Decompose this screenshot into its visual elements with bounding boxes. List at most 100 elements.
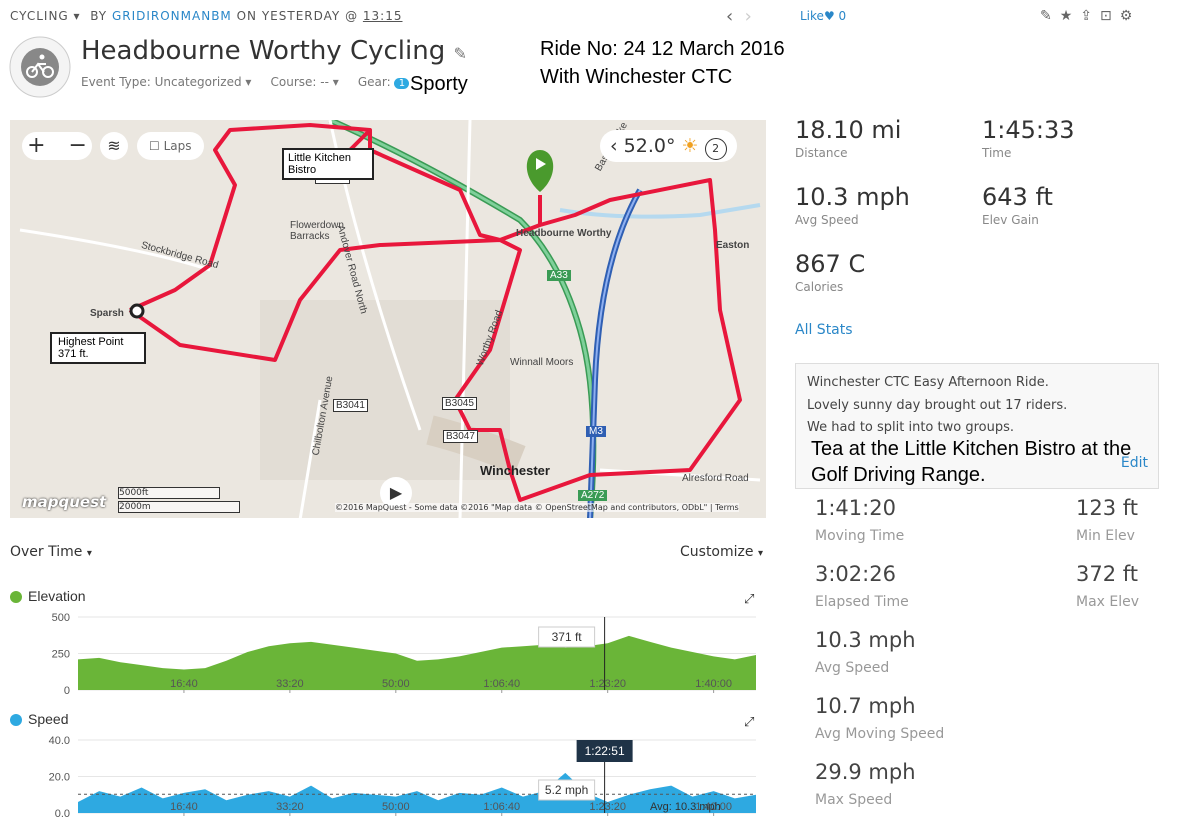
attribution: ©2016 MapQuest - Some data ©2016 "Map da… (335, 503, 739, 512)
summary: 18.10 mi Distance 1:45:33 Time 10.3 mph Avg S… (795, 116, 1165, 316)
map-label: Alresford Road (682, 473, 749, 484)
customize[interactable]: Customize ▾ (680, 544, 763, 560)
annotation: Ride No: 24 12 March 2016 (540, 38, 785, 60)
stat-label: Min Elev (1076, 528, 1135, 544)
charts: Elevation ⤢ 0 250 500 16:40 33:20 50:00 1:06:40 1… (10, 588, 756, 820)
laps-toggle[interactable]: ☐ Laps (137, 132, 204, 160)
user[interactable]: GRIDIRONMANBM (111, 9, 232, 23)
map-label: B3041 (333, 399, 368, 412)
legend-dot (10, 591, 22, 603)
gear[interactable]: Gear: (357, 75, 391, 89)
layers[interactable]: ≋ (100, 132, 128, 160)
toolbar[interactable]: ✎★⇪⊡⚙ (1040, 8, 1141, 24)
stat-value: 1:45:33 (982, 116, 1075, 144)
stat-label: Avg Moving Speed (815, 726, 945, 742)
stat-value: 643 ft (982, 183, 1053, 211)
stat-value: 867 C (795, 250, 866, 278)
all-stats[interactable]: All Stats (795, 322, 853, 338)
x-tick-label: 50:00 (382, 801, 410, 813)
y-tick-label: 500 (52, 612, 70, 624)
edit[interactable]: Edit (1120, 455, 1148, 471)
stat-label: Distance (795, 146, 848, 160)
stat-label: Max Speed (815, 792, 893, 808)
gear-count: 1 (394, 78, 410, 89)
scale: 5000ft (118, 487, 220, 499)
map[interactable]: Headbourne Worthy Winchester Easton Spar… (10, 120, 766, 518)
map-label: B3045 (442, 397, 477, 410)
y-tick-label: 40.0 (49, 735, 70, 747)
chart-title: Speed (28, 711, 68, 727)
wind: 2 (704, 138, 727, 160)
chart-title: Elevation (28, 588, 86, 604)
avatar (9, 36, 71, 98)
map-label: Flowerdown Barracks (290, 220, 344, 242)
y-tick-label: 0.0 (55, 808, 70, 820)
expand: ⤢ (744, 714, 754, 729)
stat-value: 1:41:20 (815, 496, 896, 520)
category[interactable]: CYCLING (10, 9, 69, 23)
description-line: We had to split into two groups. (807, 420, 1014, 435)
x-tick-label: 1:23:20 (589, 801, 626, 813)
map-label: Sparsh (90, 308, 124, 319)
stat-label: Avg Speed (815, 660, 890, 676)
annotation: Sporty (410, 73, 468, 95)
stat-value: 18.10 mi (795, 116, 902, 144)
stat-label: Elapsed Time (815, 594, 909, 610)
x-tick-label: 1:06:40 (483, 801, 520, 813)
map-label: Headbourne Worthy (516, 228, 612, 239)
x-tick-label: 50:00 (382, 678, 410, 690)
map-logo: mapquest (22, 493, 107, 511)
x-tick-label: 1:06:40 (483, 678, 520, 690)
mode-label[interactable]: Over Time (10, 544, 83, 560)
stat-label: Calories (795, 280, 844, 294)
nav-arrows[interactable]: ‹ › (726, 6, 752, 27)
annotation: Tea at the Little Kitchen Bistro at the … (811, 438, 1132, 486)
avg-label: Avg: 10.3 mph (650, 801, 721, 813)
annotation: With Winchester CTC (540, 66, 733, 88)
annotation: Highest Point 371 ft. (50, 332, 146, 364)
map-layer (19, 120, 761, 518)
map-label: A33 (547, 270, 571, 281)
description-line: Winchester CTC Easy Afternoon Ride. (807, 375, 1049, 390)
x-tick-label: 16:40 (170, 801, 198, 813)
course[interactable]: Course: -- (270, 75, 329, 89)
x-tick-label: 1:40:00 (695, 801, 732, 813)
x-tick-label: 33:20 (276, 801, 304, 813)
cursor-label: 1:22:51 (585, 744, 625, 758)
stat-value: 10.3 mph (815, 628, 916, 652)
legend-dot (10, 714, 22, 726)
header-meta: CYCLING ▾ BY GRIDIRONMANBM ON YESTERDAY … (10, 9, 403, 23)
stat-value: 10.3 mph (795, 183, 910, 211)
x-tick-label: 16:40 (170, 678, 198, 690)
like[interactable]: Like♥ 0 (800, 9, 847, 23)
x-tick-label: 1:40:00 (695, 678, 732, 690)
description-line: Lovely sunny day brought out 17 riders. (807, 397, 1068, 413)
y-tick-label: 0 (64, 685, 70, 697)
cursor-box (576, 740, 633, 762)
stats: 1:41:20 Moving Time 3:02:26 Elapsed Time 10.… (815, 496, 1165, 816)
zoom-controls[interactable]: + − (22, 132, 92, 160)
x-tick-label: 1:23:20 (589, 678, 626, 690)
chart-mode[interactable]: Over Time ▾ (10, 544, 92, 560)
weather: ‹ 52.0° ☀ 2 (600, 130, 737, 162)
area (78, 635, 756, 690)
area (78, 772, 756, 813)
stat-value: 10.7 mph (815, 694, 916, 718)
annotation: Little Kitchen Bistro (282, 148, 374, 180)
y-tick-label: 250 (52, 649, 70, 661)
stat-label: Moving Time (815, 528, 905, 544)
map-label: Easton (716, 240, 750, 251)
stat-value: 3:02:26 (815, 562, 896, 586)
map-label: A272 (578, 490, 608, 501)
activity-title: Headbourne Worthy Cycling ✎ (81, 36, 467, 66)
map-label: M3 (586, 426, 606, 437)
by: BY (90, 9, 108, 23)
stat-value: 372 ft (1076, 562, 1139, 586)
scale: 2000m (118, 501, 240, 513)
customize-label[interactable]: Customize (680, 544, 754, 560)
tooltip: 5.2 mph (545, 783, 588, 797)
laps-label: Laps (163, 139, 192, 153)
event-type[interactable]: Event Type: Uncategorized (81, 75, 242, 89)
like-text[interactable]: Like (800, 9, 824, 23)
